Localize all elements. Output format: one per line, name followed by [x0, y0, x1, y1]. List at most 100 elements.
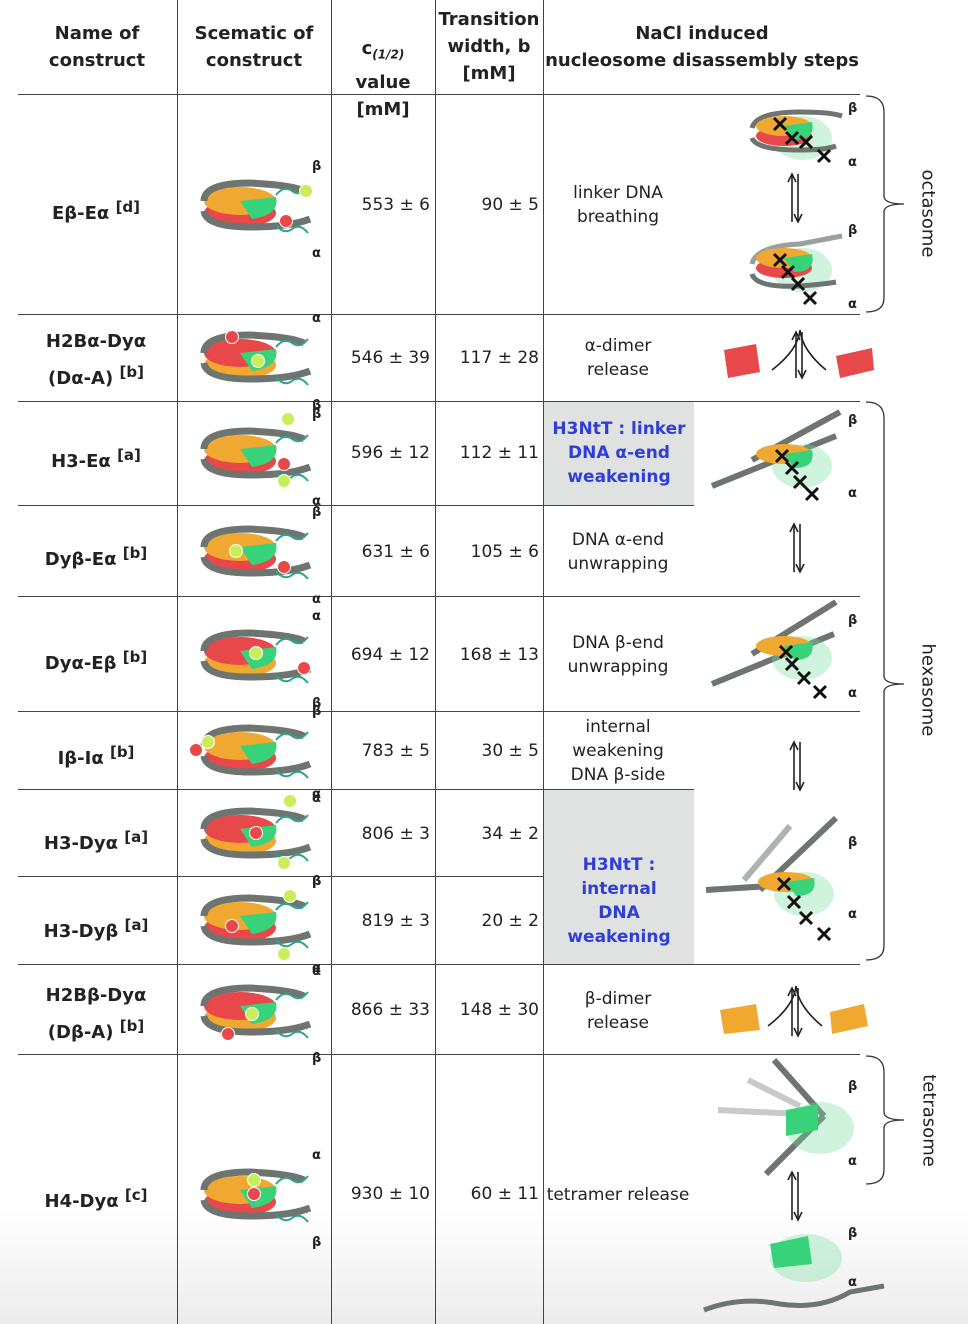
shade-internal-weakening — [544, 790, 694, 964]
construct-name-6: Iβ-Iα [b] — [57, 743, 135, 769]
c-value-8: 819 ± 3 — [361, 911, 430, 931]
construct-name-5: Dyα-Eβ [b] — [44, 648, 148, 674]
nucleosome-schematic-4: βα — [200, 505, 321, 607]
dna-line — [741, 824, 793, 882]
fluorophore-dot — [281, 412, 295, 426]
row-divider-9 — [18, 1054, 860, 1055]
fluorophore-dot — [249, 826, 263, 840]
label-bottom: β — [312, 696, 321, 711]
tail-bottom — [275, 769, 309, 779]
width-value-3: 112 ± 11 — [459, 443, 539, 463]
label-alpha: α — [848, 486, 857, 501]
histone-green — [786, 878, 815, 896]
row-divider-1 — [18, 314, 860, 315]
step-10: tetramer release — [546, 1185, 690, 1205]
tail-bottom — [275, 224, 309, 234]
step-art-alpha-dimer — [724, 329, 874, 378]
width-value-5: 168 ± 13 — [459, 645, 539, 665]
step-2: α-dimer release — [584, 336, 652, 380]
c-value-1: 553 ± 6 — [361, 195, 430, 215]
dna-wrap-bottom — [200, 837, 312, 859]
dna-wrap-top — [200, 629, 306, 652]
label-top: α — [312, 609, 321, 624]
nucleosome-schematic-7: αβ — [200, 787, 321, 889]
step-art-linker-weakening: βα — [710, 409, 857, 502]
dna-wrap-bottom — [200, 1198, 312, 1220]
width-value-7: 34 ± 2 — [481, 824, 540, 844]
dna-line — [710, 631, 836, 687]
width-value-4: 105 ± 6 — [470, 542, 539, 562]
label-top: β — [312, 159, 321, 174]
step-art-beta-dimer — [720, 985, 868, 1034]
arrowhead-up — [789, 522, 799, 533]
fluorophore-dot — [279, 214, 293, 228]
fluorophore-dot — [277, 560, 291, 574]
tail-bottom — [275, 939, 309, 949]
step-1: linker DNA breathing — [573, 183, 663, 227]
fluorophore-dot — [283, 794, 297, 808]
shade-linker-weakening — [544, 402, 694, 505]
dna — [749, 233, 843, 265]
construct-name-8: H3-Dyβ [a] — [43, 916, 149, 942]
arrowhead-down — [793, 1211, 803, 1222]
fluorophore-dot — [297, 661, 311, 675]
arrowhead-down — [793, 213, 803, 224]
histone-green-sector — [240, 912, 277, 934]
cross-mark — [798, 134, 814, 150]
label-alpha: α — [848, 1154, 857, 1169]
fluorophore-dot — [251, 354, 265, 368]
col-divider-2 — [331, 0, 332, 1324]
dna-wrap-bottom — [200, 457, 312, 479]
tail-bottom — [275, 376, 309, 386]
dna-wrap-top — [200, 427, 306, 450]
fluorophore-dot — [247, 1187, 261, 1201]
fluorophore-dot — [221, 1027, 235, 1041]
step-9: β-dimer release — [584, 989, 652, 1033]
construct-name-1: Eβ-Eα [d] — [51, 198, 141, 224]
cross-mark — [812, 684, 828, 700]
width-value-1: 90 ± 5 — [481, 195, 540, 215]
arrow-tetramer — [787, 1170, 803, 1222]
construct-name-9: H2Bβ-Dyα (Dβ-A) [b] — [45, 985, 147, 1043]
row-divider-2 — [18, 401, 860, 402]
label-bottom: β — [312, 1235, 321, 1250]
tail-top — [275, 991, 309, 1001]
label-bottom: β — [312, 398, 321, 413]
cross-mark — [778, 644, 794, 660]
dna-wrap-bottom — [200, 924, 312, 946]
tail-top — [275, 532, 309, 542]
width-value-9: 148 ± 30 — [459, 1000, 539, 1020]
cross-mark — [784, 656, 800, 672]
header-c-value: c(1/2) value [mM] — [332, 8, 434, 123]
fluorophore-dot — [229, 544, 243, 558]
row-divider-header — [18, 94, 860, 95]
fluorophore-dot — [225, 919, 239, 933]
arrowhead-down — [795, 781, 805, 792]
tail-bottom — [275, 674, 309, 684]
row-divider-7 — [18, 876, 544, 877]
row-divider-8 — [18, 964, 860, 965]
nucleosome-schematic-6: βα — [189, 704, 321, 806]
arrow-alpha-dimer — [791, 330, 807, 380]
step-4: DNA α-end unwrapping — [567, 530, 669, 574]
dimer-right — [836, 348, 874, 378]
step-6: internal weakening DNA β-side — [570, 717, 666, 785]
construct-name-2: H2Bα-Dyα (Dα-A) [b] — [45, 331, 147, 389]
label-beta: β — [848, 101, 857, 116]
step-art-octasome-top: βα — [749, 101, 857, 170]
c-value-10: 930 ± 10 — [350, 1184, 430, 1204]
label-bottom: α — [312, 961, 321, 976]
fluorophore-dot — [277, 474, 291, 488]
label-beta: β — [848, 413, 857, 428]
header-transition-width: Transition width, b [mM] — [438, 9, 540, 84]
step-7-merged: H3NtT : internal DNA weakening — [567, 855, 671, 947]
arrow-unwrapping — [789, 522, 805, 574]
tail-top — [275, 636, 309, 646]
label-top: α — [312, 311, 321, 326]
histone-green-sector — [240, 543, 277, 565]
label-bottom: α — [312, 592, 321, 607]
tail-top — [275, 1175, 309, 1185]
header-c-subscript: (1/2) — [372, 47, 405, 62]
arrowhead-up — [787, 172, 797, 183]
